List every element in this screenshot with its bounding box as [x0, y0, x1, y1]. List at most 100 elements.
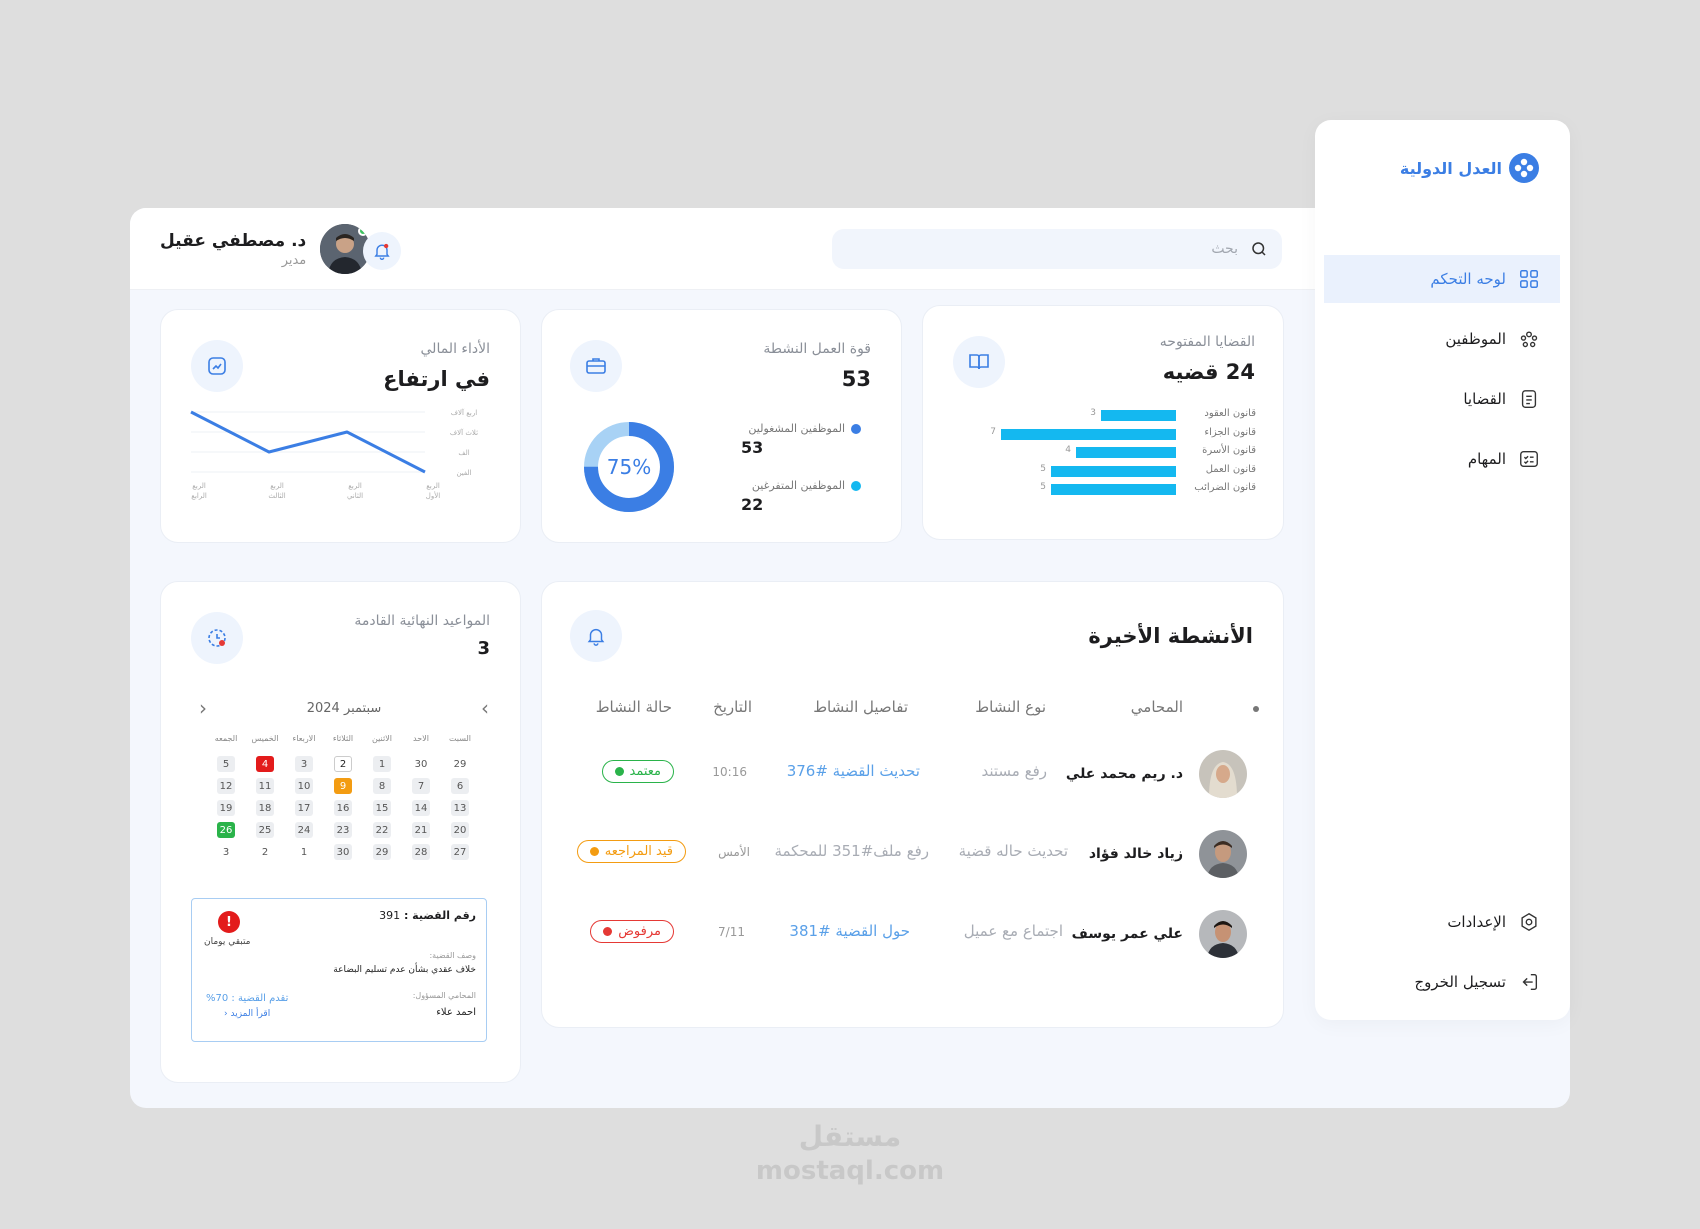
calendar-day[interactable]: 13 — [451, 800, 469, 816]
notifications-button[interactable] — [363, 232, 401, 270]
calendar-month: سبتمبر 2024 — [306, 700, 382, 716]
sidebar-item-settings[interactable]: الإعدادات — [1324, 898, 1560, 946]
user-name: د. مصطفي عقيل — [160, 230, 307, 251]
weekday-label: الاثنين — [372, 734, 392, 743]
calendar-day[interactable]: 9 — [334, 778, 352, 794]
calendar-day[interactable]: 18 — [256, 800, 274, 816]
calendar-day[interactable]: 5 — [217, 756, 235, 772]
x-tick-label: الربع — [348, 482, 362, 490]
calendar-day[interactable]: 29 — [373, 844, 391, 860]
calendar-day[interactable]: 26 — [217, 822, 235, 838]
next-month-icon[interactable]: › — [481, 696, 489, 720]
calendar-day[interactable]: 6 — [451, 778, 469, 794]
calendar-day[interactable]: 3 — [222, 846, 230, 858]
activity-type: رفع مستند — [981, 762, 1047, 780]
calendar-day[interactable]: 25 — [256, 822, 274, 838]
calendar-day[interactable]: 14 — [412, 800, 430, 816]
sidebar-item-label: الموظفين — [1445, 330, 1506, 348]
sidebar-item-cases[interactable]: القضايا — [1324, 375, 1560, 423]
open-cases-card: القضايا المفتوحه 24 قضيه قانون العقود 3 قا… — [922, 305, 1284, 540]
sidebar-item-tasks[interactable]: المهام — [1324, 435, 1560, 483]
lawyer-name: احمد علاء — [436, 1007, 476, 1018]
case-progress: تقدم القضية : 70% — [206, 993, 289, 1004]
calendar-day[interactable]: 17 — [295, 800, 313, 816]
trend-up-icon — [208, 357, 226, 375]
calendar-day[interactable]: 23 — [334, 822, 352, 838]
status-dot — [603, 927, 613, 936]
col-date: التاريخ — [713, 698, 752, 716]
sidebar-item-label: لوحه التحكم — [1430, 270, 1506, 288]
financial-card: الأداء المالي في ارتفاع اربع آلاف ثلاث آل… — [160, 309, 521, 543]
activity-date: الأمس — [718, 845, 750, 859]
avatar[interactable] — [320, 224, 371, 274]
bar-label: قانون الأسرة — [1202, 445, 1256, 456]
calendar-day[interactable]: 30 — [414, 758, 428, 770]
clock-icon — [208, 629, 226, 647]
bar-value: 7 — [990, 426, 996, 437]
calendar-day[interactable]: 7 — [412, 778, 430, 794]
bar-value: 5 — [1040, 463, 1046, 474]
calendar-day[interactable]: 12 — [217, 778, 235, 794]
bar — [1076, 447, 1176, 458]
series-line — [190, 410, 426, 474]
bar-label: قانون الجزاء — [1204, 426, 1256, 438]
calendar-day[interactable]: 2 — [261, 846, 269, 858]
user-profile[interactable]: د. مصطفي عقيل مدير — [160, 224, 371, 274]
prev-month-icon[interactable]: ‹ — [199, 696, 208, 720]
calendar-day[interactable]: 11 — [256, 778, 274, 794]
sidebar-item-label: القضايا — [1463, 390, 1506, 408]
watermark-latin: mostaql.com — [755, 1156, 945, 1186]
x-tick-label: الثاني — [347, 492, 363, 500]
calendar-day[interactable]: 2 — [334, 756, 352, 772]
calendar-day[interactable]: 8 — [373, 778, 391, 794]
table-row[interactable]: زياد خالد فؤاد تحديث حاله قضية رفع ملف#3… — [542, 830, 1283, 880]
lawyer-name: علي عمر يوسف — [1071, 926, 1183, 942]
calendar-day[interactable]: 19 — [217, 800, 235, 816]
calendar-day[interactable]: 16 — [334, 800, 352, 816]
open-cases-title: القضايا المفتوحه — [1159, 334, 1255, 350]
search-bar[interactable]: بحث — [832, 229, 1282, 269]
sidebar-item-dashboard[interactable]: لوحه التحكم — [1324, 255, 1560, 303]
sidebar-item-logout[interactable]: تسجيل الخروج — [1324, 958, 1560, 1006]
bar — [1051, 484, 1176, 495]
table-row[interactable]: علي عمر يوسف اجتماع مع عميل حول القضية #… — [542, 910, 1283, 960]
financial-line-chart: اربع آلاف ثلاث آلاف الف الفين الربع الرابع الر… — [190, 408, 478, 500]
bar — [1101, 410, 1176, 421]
weekday-label: السبت — [448, 734, 472, 743]
calendar-day[interactable]: 27 — [451, 844, 469, 860]
calendar-day[interactable]: 30 — [334, 844, 352, 860]
status-label: معتمد — [629, 764, 662, 779]
header-bullet — [1253, 706, 1259, 712]
read-more-link[interactable]: اقرأ المزيد ‹ — [224, 1009, 271, 1019]
activities-icon-badge — [570, 610, 622, 662]
table-row[interactable]: د. ريم محمد علي رفع مستند تحديث القضية #… — [542, 750, 1283, 800]
calendar-day[interactable]: 28 — [412, 844, 430, 860]
calendar-day[interactable]: 10 — [295, 778, 313, 794]
calendar-day[interactable]: 24 — [295, 822, 313, 838]
sidebar-item-label: المهام — [1467, 450, 1506, 468]
calendar-day[interactable]: 22 — [373, 822, 391, 838]
workforce-legend: الموظفين المشغولين 53 الموظفين المتفرغين… — [701, 422, 861, 514]
sidebar-item-employees[interactable]: الموظفين — [1324, 315, 1560, 363]
avatar — [1199, 830, 1247, 878]
calendar-day[interactable]: 20 — [451, 822, 469, 838]
calendar-day[interactable]: 1 — [300, 846, 308, 858]
cases-icon-badge — [953, 336, 1005, 388]
calendar-day[interactable]: 4 — [256, 756, 274, 772]
legend-dot-busy — [851, 423, 861, 434]
deadlines-icon-badge — [191, 612, 243, 664]
legend-dot-free — [851, 480, 861, 491]
calendar-day[interactable]: 21 — [412, 822, 430, 838]
search-input[interactable]: بحث — [1211, 241, 1238, 257]
calendar-day[interactable]: 29 — [453, 758, 467, 770]
y-tick-label: الفين — [456, 469, 471, 477]
lawyer-label: المحامي المسؤول: — [412, 991, 476, 1000]
case-number-value: 391 — [379, 909, 401, 922]
calendar-header: › سبتمبر 2024 ‹ — [199, 696, 489, 720]
calendar-day[interactable]: 1 — [373, 756, 391, 772]
calendar-day[interactable]: 3 — [295, 756, 313, 772]
document-icon — [1521, 390, 1537, 408]
status-dot — [614, 767, 624, 776]
brand-logo[interactable]: العدل الدولية — [1400, 152, 1540, 184]
calendar-day[interactable]: 15 — [373, 800, 391, 816]
